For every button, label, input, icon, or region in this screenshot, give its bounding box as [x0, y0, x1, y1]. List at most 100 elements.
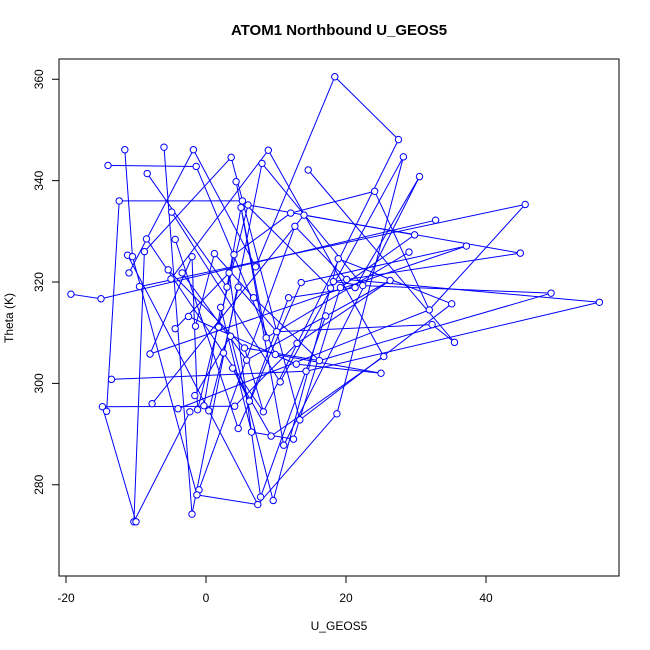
data-point: [143, 236, 149, 242]
data-point: [98, 296, 104, 302]
data-point: [332, 74, 338, 80]
y-tick-label: 360: [32, 69, 46, 89]
data-point: [175, 406, 181, 412]
data-point: [257, 494, 263, 500]
data-point: [429, 321, 435, 327]
data-point: [259, 160, 265, 166]
x-axis-label: U_GEOS5: [311, 619, 368, 633]
series-line-segment: [375, 191, 430, 310]
y-axis: 280300320340360: [32, 69, 59, 495]
data-point: [232, 403, 238, 409]
data-point: [298, 279, 304, 285]
series-line-segment: [333, 253, 520, 281]
data-point: [105, 162, 111, 168]
data-point: [265, 147, 271, 153]
data-point: [548, 290, 554, 296]
x-tick-label: 0: [203, 591, 210, 605]
data-point: [294, 340, 300, 346]
data-point: [344, 276, 350, 282]
data-point: [243, 357, 249, 363]
data-point: [239, 198, 245, 204]
data-point: [103, 408, 109, 414]
series-line-segment: [102, 407, 136, 522]
y-axis-label: Theta (K): [2, 293, 16, 343]
data-point: [206, 408, 212, 414]
series-line-segment: [71, 294, 101, 299]
series-line-segment: [338, 259, 451, 304]
data-point: [185, 313, 191, 319]
data-point: [451, 339, 457, 345]
data-point: [277, 379, 283, 385]
series-line-segment: [335, 77, 399, 140]
data-point: [201, 402, 207, 408]
data-point: [378, 370, 384, 376]
data-point: [108, 376, 114, 382]
data-point: [192, 323, 198, 329]
series-line-segment: [277, 325, 432, 332]
data-point: [248, 429, 254, 435]
data-point: [187, 409, 193, 415]
x-tick-label: 20: [339, 591, 353, 605]
data-point: [522, 201, 528, 207]
data-point: [228, 154, 234, 160]
x-tick-label: 40: [479, 591, 493, 605]
data-point: [411, 232, 417, 238]
data-point: [596, 299, 602, 305]
data-point: [218, 304, 224, 310]
data-point: [227, 333, 233, 339]
data-point: [194, 407, 200, 413]
series-line-segment: [291, 191, 375, 213]
data-point: [432, 217, 438, 223]
data-point: [327, 285, 333, 291]
data-point: [246, 398, 252, 404]
series-lines: [71, 77, 600, 522]
data-point: [250, 295, 256, 301]
data-point: [263, 335, 269, 341]
data-point: [416, 173, 422, 179]
data-point: [360, 282, 366, 288]
data-point: [305, 167, 311, 173]
series-line-segment: [363, 286, 551, 294]
data-point: [179, 270, 185, 276]
data-point: [226, 270, 232, 276]
data-point: [274, 328, 280, 334]
data-point: [245, 202, 251, 208]
data-point: [303, 368, 309, 374]
data-point: [141, 248, 147, 254]
data-point: [144, 170, 150, 176]
data-point: [190, 147, 196, 153]
data-point: [372, 188, 378, 194]
data-point: [172, 236, 178, 242]
data-point: [161, 144, 167, 150]
data-point: [122, 147, 128, 153]
series-line-segment: [134, 252, 145, 522]
data-point: [381, 353, 387, 359]
data-point: [330, 278, 336, 284]
y-tick-label: 280: [32, 474, 46, 494]
data-point: [224, 284, 230, 290]
y-tick-label: 320: [32, 272, 46, 292]
data-point: [463, 243, 469, 249]
data-point: [165, 267, 171, 273]
series-points: [68, 74, 603, 525]
data-point: [387, 277, 393, 283]
series-line-segment: [297, 280, 390, 343]
data-point: [149, 400, 155, 406]
data-point: [194, 492, 200, 498]
data-point: [395, 136, 401, 142]
data-point: [211, 250, 217, 256]
series-line-segment: [234, 213, 291, 255]
series-line-segment: [192, 257, 198, 410]
data-point: [288, 210, 294, 216]
data-point: [406, 249, 412, 255]
series-line-segment: [432, 325, 454, 343]
data-point: [293, 361, 299, 367]
data-point: [133, 519, 139, 525]
data-point: [233, 178, 239, 184]
data-point: [281, 442, 287, 448]
data-point: [352, 284, 358, 290]
series-line-segment: [347, 279, 600, 302]
data-point: [255, 501, 261, 507]
x-axis: -20 0 20 40: [57, 576, 493, 605]
